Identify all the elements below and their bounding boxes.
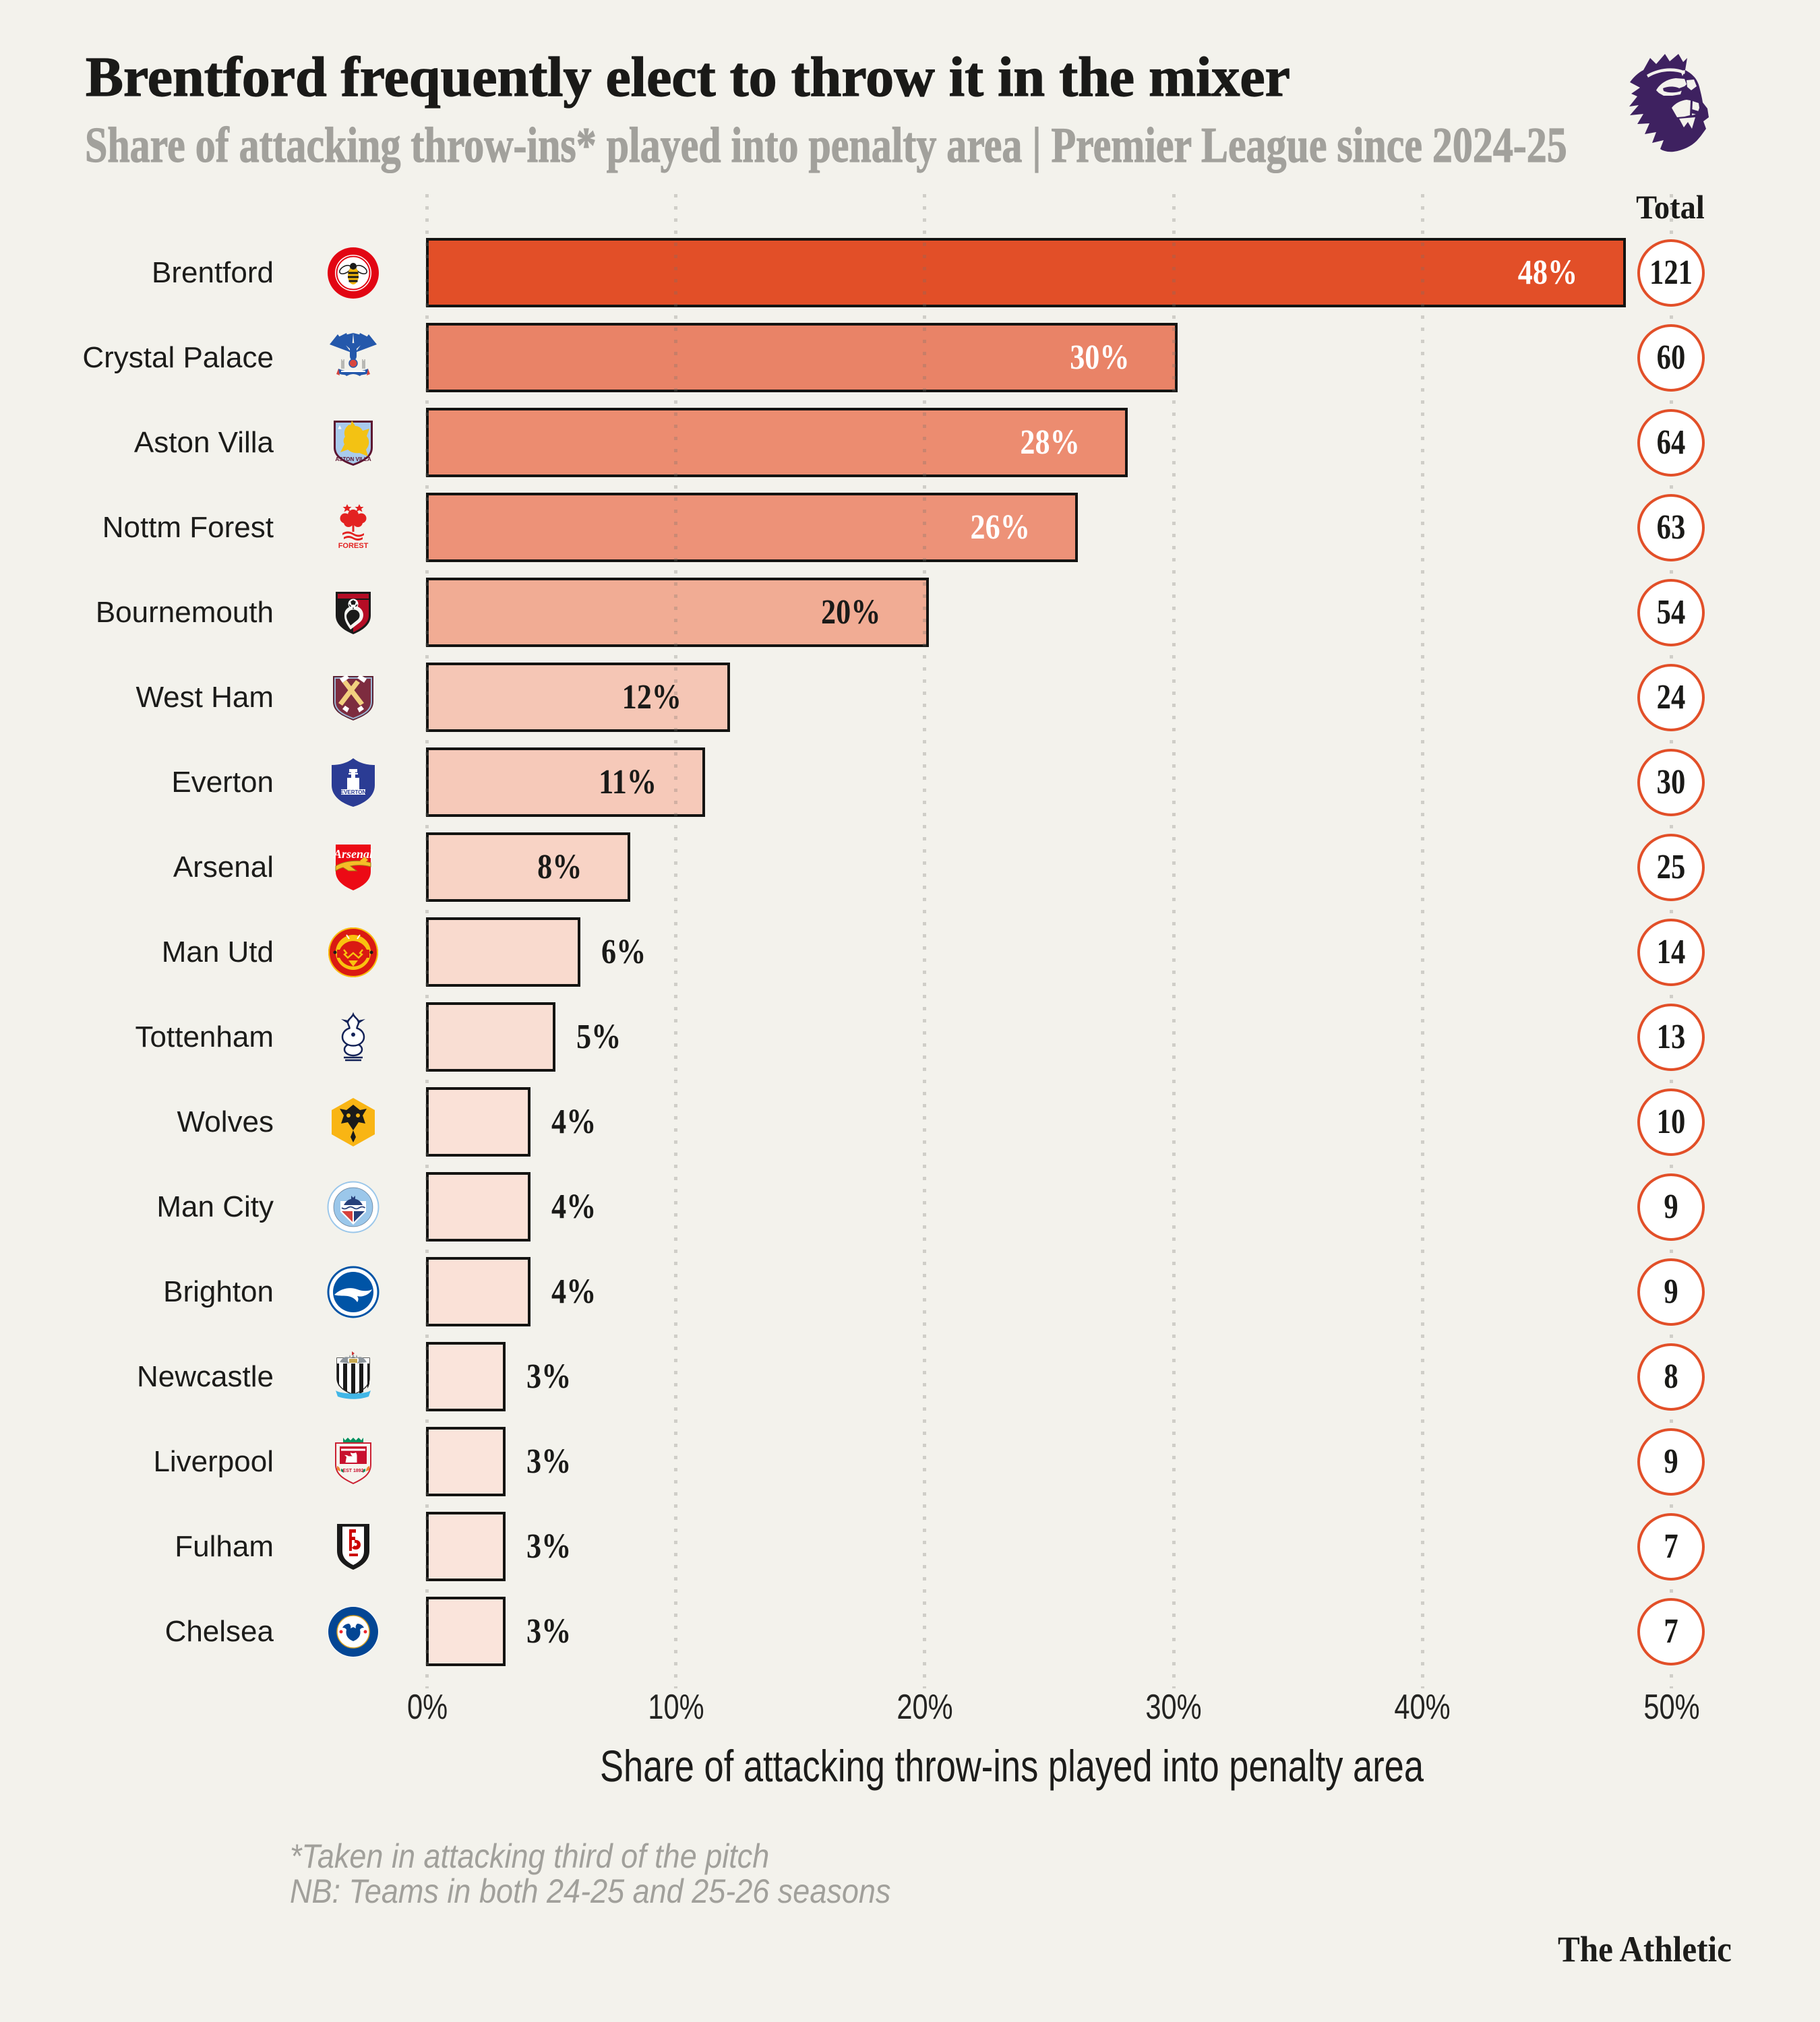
svg-text:Arsenal: Arsenal (333, 847, 373, 861)
svg-text:EVERTON: EVERTON (340, 789, 367, 795)
svg-text:FOREST: FOREST (338, 542, 369, 550)
svg-text:ASTON VILLA: ASTON VILLA (335, 456, 371, 462)
svg-text:EST 1892: EST 1892 (342, 1469, 363, 1473)
